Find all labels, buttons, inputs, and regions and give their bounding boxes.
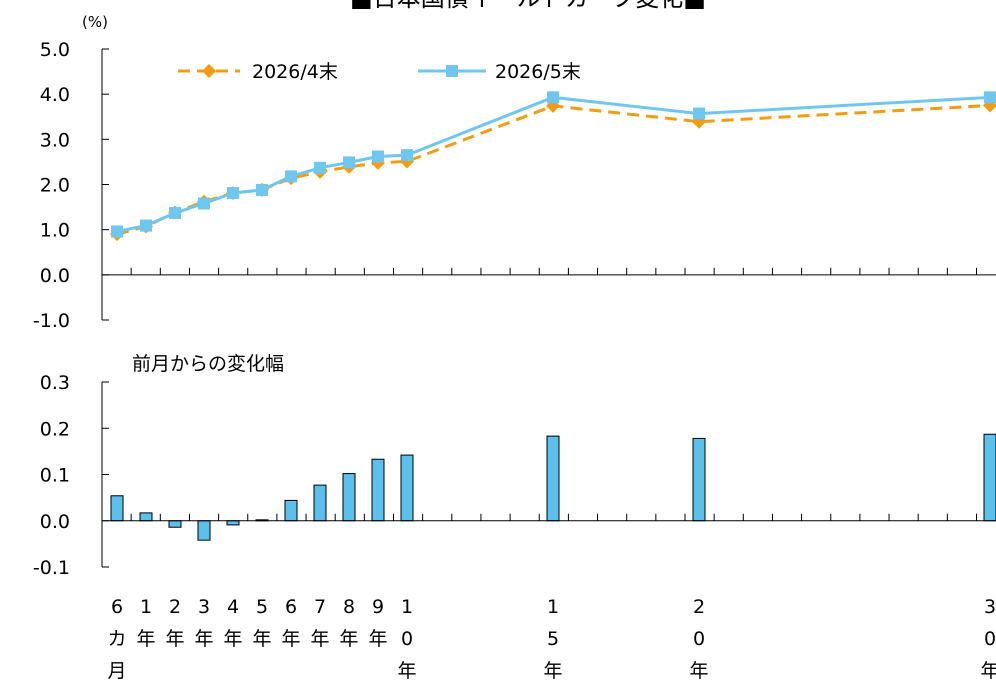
- category-label: 年: [689, 660, 708, 682]
- category-label: 年: [223, 628, 242, 650]
- data-point: [140, 219, 152, 232]
- y-tick-label: 0.0: [40, 265, 70, 287]
- data-point: [984, 91, 996, 104]
- category-label: 年: [136, 628, 155, 650]
- y-tick-label: 0.3: [40, 372, 70, 394]
- legend-label-apr: 2026/4末: [252, 61, 338, 83]
- category-label: 7: [314, 596, 326, 618]
- data-point: [256, 183, 268, 196]
- change-bar: [168, 520, 182, 528]
- data-point: [285, 170, 297, 183]
- category-label: 年: [397, 660, 416, 682]
- category-label: 0: [984, 628, 996, 650]
- change-bar: [983, 433, 996, 522]
- category-label: 年: [368, 628, 387, 650]
- y-tick-label: -0.1: [33, 557, 70, 579]
- category-label: 4: [227, 596, 239, 618]
- category-label: 年: [281, 628, 300, 650]
- category-label: 1: [547, 596, 559, 618]
- data-point: [227, 187, 239, 200]
- category-label: 1: [140, 596, 152, 618]
- legend-marker-may: [446, 65, 458, 77]
- data-point: [169, 206, 181, 219]
- data-point: [401, 149, 413, 162]
- category-label: 2: [169, 596, 181, 618]
- change-bar: [313, 484, 327, 522]
- category-label: 年: [980, 660, 996, 682]
- y-tick-label: 3.0: [40, 129, 70, 151]
- category-label: 2: [693, 596, 705, 618]
- category-label: 5: [256, 596, 268, 618]
- y-tick-label: -1.0: [33, 310, 70, 332]
- change-chart-title: 前月からの変化幅: [132, 353, 284, 375]
- data-point: [314, 161, 326, 174]
- change-bar: [400, 454, 414, 522]
- change-bar: [284, 499, 298, 522]
- series-line: [116, 95, 991, 233]
- category-label: 1: [401, 596, 413, 618]
- category-label: 0: [693, 628, 705, 650]
- category-label: 0: [401, 628, 413, 650]
- category-label: 6: [111, 596, 123, 618]
- change-bar: [342, 473, 356, 522]
- change-bar-plot: 0.3 0.2 0.1 0.0 -0.1: [33, 372, 996, 579]
- series-line: [116, 103, 991, 236]
- category-label: 5: [547, 628, 559, 650]
- legend-marker-apr: [202, 64, 216, 78]
- y-tick-label: 0.1: [40, 465, 70, 487]
- category-label: 3: [198, 596, 210, 618]
- change-bar: [692, 437, 706, 522]
- legend: 2026/4末 2026/5末: [178, 61, 581, 83]
- category-label: カ: [107, 628, 126, 650]
- y-tick-label: 0.0: [40, 511, 70, 533]
- category-label: 月: [107, 660, 126, 682]
- legend-label-may: 2026/5末: [495, 61, 581, 83]
- unit-label: (%): [82, 13, 108, 31]
- data-point: [198, 197, 210, 210]
- change-bar: [139, 512, 153, 522]
- series-may: [111, 91, 996, 238]
- y-tick-label: 5.0: [40, 39, 70, 61]
- chart-title: ■日本国債イールドカーブ変化■: [350, 0, 706, 12]
- change-bar: [110, 495, 124, 522]
- change-bar: [197, 520, 211, 541]
- y-tick-label: 2.0: [40, 175, 70, 197]
- category-label: 年: [194, 628, 213, 650]
- category-label: 3: [984, 596, 996, 618]
- series-apr: [110, 98, 996, 242]
- data-point: [372, 150, 384, 163]
- data-point: [693, 107, 705, 120]
- category-label: 年: [252, 628, 271, 650]
- data-point: [111, 225, 123, 238]
- data-point: [343, 156, 355, 169]
- category-label: 9: [372, 596, 384, 618]
- category-label: 年: [310, 628, 329, 650]
- category-label: 年: [165, 628, 184, 650]
- change-bar: [546, 435, 560, 522]
- y-tick-label: 4.0: [40, 84, 70, 106]
- category-label: 年: [543, 660, 562, 682]
- y-tick-label: 1.0: [40, 220, 70, 242]
- category-label: 6: [285, 596, 297, 618]
- data-point: [547, 91, 559, 104]
- category-label: 年: [339, 628, 358, 650]
- change-bar: [226, 520, 240, 526]
- yield-curve-plot: 5.0 4.0 3.0 2.0 1.0 0.0 -1.0: [33, 39, 996, 332]
- change-bar: [371, 458, 385, 522]
- y-tick-label: 0.2: [40, 418, 70, 440]
- category-label: 8: [343, 596, 355, 618]
